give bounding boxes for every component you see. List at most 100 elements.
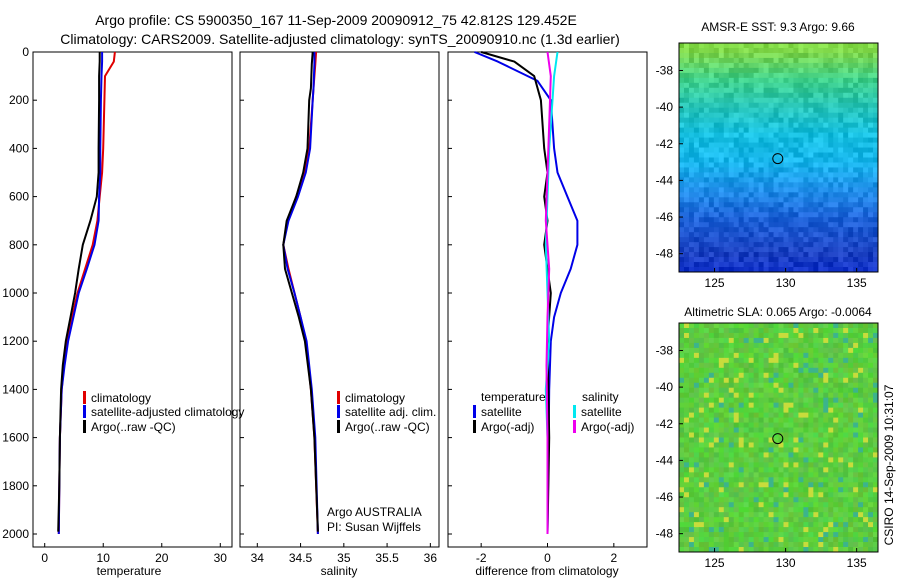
sla-map-cell — [828, 372, 834, 379]
sst-map-cell — [773, 112, 779, 119]
sla-map-cell — [778, 362, 784, 369]
sst-map-cell — [808, 147, 814, 153]
sla-map-cell — [833, 457, 839, 463]
sst-map-cell — [818, 267, 824, 273]
sla-map-cell — [728, 402, 735, 409]
sst-map-cell — [798, 212, 804, 218]
sst-map-cell — [818, 217, 824, 223]
sst-map-cell — [733, 227, 740, 233]
sst-map-cell — [828, 237, 834, 243]
sla-map-cell — [843, 347, 849, 354]
sla-map-cell — [848, 477, 854, 483]
sst-map-cell — [768, 212, 774, 218]
sla-map-cell — [713, 447, 720, 453]
sla-map-cell — [703, 367, 710, 374]
sst-map-cell — [823, 167, 829, 173]
sla-map-cell — [758, 332, 764, 339]
sst-map-cell — [848, 212, 854, 218]
sst-map-cell — [853, 187, 859, 193]
sst-map-cell — [868, 192, 874, 198]
sla-map-cell — [853, 412, 859, 418]
sst-map-cell — [808, 207, 814, 213]
sst-map-cell — [873, 202, 879, 208]
sst-map-cell — [698, 127, 705, 134]
sla-map-cell — [753, 522, 760, 528]
sla-map-cell — [778, 402, 784, 409]
sla-map-cell — [838, 422, 844, 428]
sla-map-cell — [833, 407, 839, 414]
sla-map-cell — [853, 347, 859, 354]
temperature-series-0 — [57, 51, 116, 535]
sst-map-cell — [833, 127, 839, 134]
sla-map-cell — [738, 442, 745, 448]
sla-map-cell — [853, 362, 859, 369]
sst-map-cell — [868, 247, 874, 253]
sst-map-cell — [798, 107, 804, 114]
sla-map-cell — [733, 422, 740, 428]
sla-map-cell — [833, 323, 839, 329]
sst-map-cell — [743, 237, 750, 243]
sst-map-cell — [713, 142, 720, 148]
sst-map-cell — [728, 227, 735, 233]
sla-map-cell — [858, 527, 864, 533]
sla-map-cell — [778, 477, 784, 483]
sst-map-cell — [793, 147, 799, 153]
sla-map-cell — [683, 462, 690, 468]
sla-map-cell — [753, 372, 760, 379]
sla-map-cell — [753, 352, 760, 359]
sla-map-cell — [823, 392, 829, 399]
sla-map-cell — [733, 387, 740, 394]
sst-map-cell — [863, 207, 869, 213]
sla-map-cell — [698, 482, 705, 488]
sla-map-cell — [783, 452, 789, 458]
sla-map-cell — [723, 532, 730, 538]
sla-map-cell — [803, 462, 809, 468]
sst-map-cell — [808, 177, 814, 183]
sst-map-cell — [863, 222, 869, 228]
sst-map-cell — [703, 43, 710, 49]
sst-map-cell — [748, 167, 755, 173]
sst-map-cell — [693, 47, 700, 54]
sla-map-cell — [768, 477, 774, 483]
sst-map-cell — [778, 232, 784, 238]
sla-map-cell — [818, 347, 824, 354]
sla-map-cell — [768, 352, 774, 359]
sla-map-cell — [748, 482, 755, 488]
sla-map-cell — [838, 347, 844, 354]
sst-map-cell — [843, 207, 849, 213]
sst-map-cell — [683, 217, 690, 223]
sla-lon-tick-label: 125 — [705, 556, 725, 570]
sla-map-cell — [788, 462, 794, 468]
sla-map-cell — [728, 387, 735, 394]
sla-map-cell — [748, 527, 755, 533]
sla-map-cell — [688, 402, 695, 409]
sla-map-cell — [763, 517, 769, 523]
sst-map-cell — [723, 217, 730, 223]
sla-map-cell — [688, 337, 695, 344]
sst-map-cell — [858, 252, 864, 258]
sla-map-cell — [728, 342, 735, 349]
sla-map-cell — [778, 357, 784, 364]
sst-map-cell — [773, 147, 779, 153]
sst-map-cell — [688, 262, 695, 268]
sla-map-cell — [818, 392, 824, 399]
sla-map-cell — [778, 352, 784, 359]
sla-map-cell — [708, 397, 715, 404]
sst-map-cell — [828, 87, 834, 94]
sst-map-cell — [743, 202, 750, 208]
sla-map-cell — [778, 507, 784, 513]
sla-map-cell — [748, 537, 755, 543]
sst-map-cell — [718, 162, 725, 168]
sla-map-cell — [828, 447, 834, 453]
sst-map-cell — [768, 57, 774, 64]
sst-map-cell — [813, 57, 819, 64]
sst-map-cell — [798, 87, 804, 94]
sst-map-cell — [788, 212, 794, 218]
sst-map-cell — [748, 172, 755, 178]
sla-map-cell — [718, 442, 725, 448]
sla-map-cell — [748, 542, 755, 548]
sla-map-cell — [813, 497, 819, 503]
sst-map-cell — [763, 247, 769, 253]
sla-map-cell — [723, 517, 730, 523]
sst-map-cell — [708, 43, 715, 49]
